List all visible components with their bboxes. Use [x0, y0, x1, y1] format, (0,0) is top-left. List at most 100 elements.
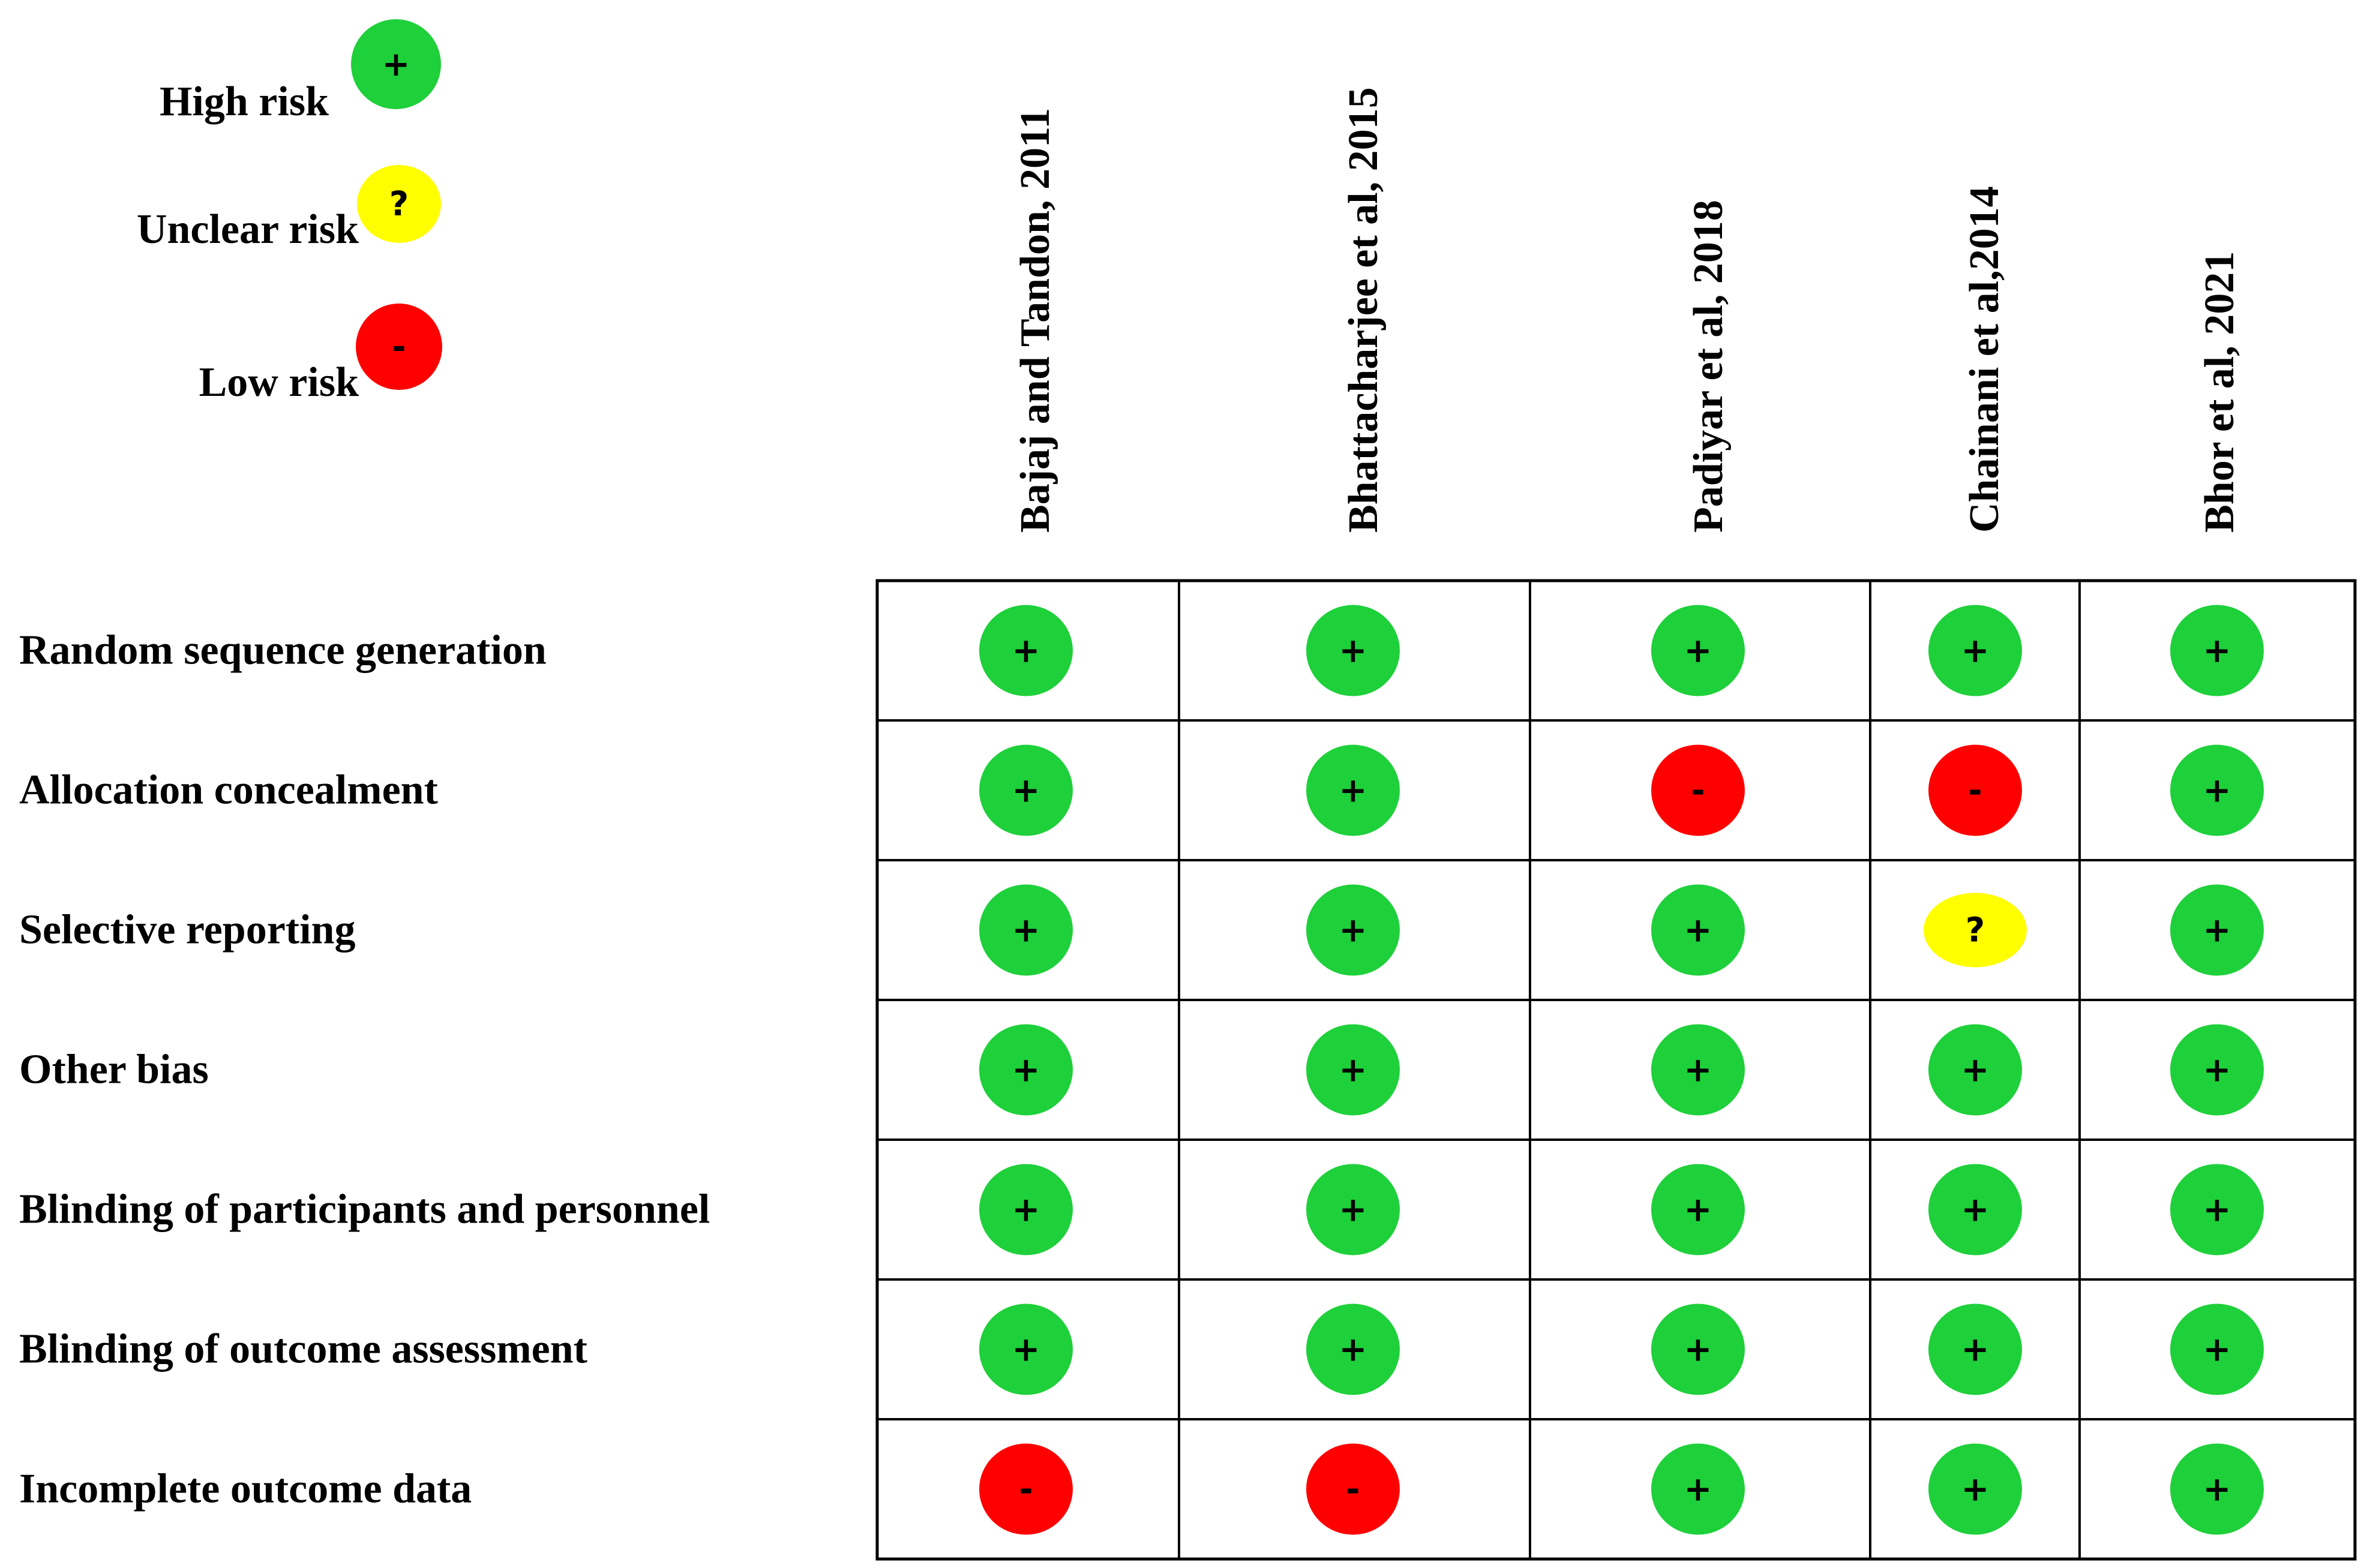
cell-mark-high: +	[979, 1024, 1073, 1116]
cell-mark-high: +	[1306, 744, 1400, 836]
legend-marker-high	[351, 19, 441, 109]
cell-marker	[1651, 1024, 1745, 1116]
cell-marker	[1651, 1303, 1745, 1395]
legend-symbol-high: +	[382, 45, 410, 84]
cell-mark-high: +	[2170, 1024, 2264, 1116]
legend-marker-low	[356, 304, 442, 390]
cell-marker	[979, 1443, 1073, 1535]
cell-mark-high: +	[1928, 1024, 2022, 1116]
cell-symbol: +	[1684, 1051, 1712, 1090]
cell-mark-high: +	[979, 884, 1073, 976]
cell-mark-high: +	[2170, 1164, 2264, 1255]
cell-marker	[2170, 1164, 2264, 1255]
row-label: Other bias	[19, 1047, 209, 1093]
cell-marker	[979, 884, 1073, 976]
cell-symbol: ?	[1966, 911, 1985, 950]
cell-mark-high: +	[1928, 1303, 2022, 1395]
cell-marker	[1306, 744, 1400, 836]
cell-symbol: +	[2203, 1051, 2231, 1090]
legend-item-low: Low risk-	[199, 304, 442, 405]
cell-marker	[1306, 884, 1400, 976]
cell-mark-high: +	[2170, 1303, 2264, 1395]
cell-symbol: -	[1968, 771, 1982, 810]
cell-symbol: +	[1012, 1191, 1040, 1230]
cell-marker	[979, 605, 1073, 696]
cell-symbol: +	[1961, 1330, 1990, 1369]
cell-symbol: +	[2203, 771, 2231, 810]
cell-symbol: +	[1339, 1051, 1367, 1090]
cell-mark-high: +	[1928, 605, 2022, 696]
column-label: Bhor et al, 2021	[2197, 251, 2243, 533]
cell-marker	[1924, 893, 2027, 968]
grid-border	[875, 579, 2357, 1561]
cell-marker	[2170, 1024, 2264, 1116]
legend: High risk + Unclear risk? Low risk-	[137, 19, 442, 405]
cell-marker	[2170, 1443, 2264, 1535]
legend-label-high: High risk	[160, 79, 329, 125]
cell-marker	[979, 1303, 1073, 1395]
cell-mark-high: +	[1306, 1024, 1400, 1116]
cell-marker	[1651, 1164, 1745, 1255]
row-label: Blinding of outcome assessment	[19, 1326, 587, 1372]
column-label: Bajaj and Tandon, 2011	[1012, 108, 1058, 533]
cell-mark-high: +	[2170, 744, 2264, 836]
cell-marker	[979, 744, 1073, 836]
cell-mark-high: +	[1651, 1303, 1745, 1395]
cell-marker	[1928, 744, 2022, 836]
column-label: Padiyar et al, 2018	[1685, 200, 1732, 533]
cell-symbol: +	[1961, 632, 1990, 671]
cell-symbol: +	[1684, 1191, 1712, 1230]
cell-marker	[1928, 1024, 2022, 1116]
cell-marker	[1306, 1443, 1400, 1535]
cell-symbol: +	[1684, 1330, 1712, 1369]
cell-symbol: +	[1961, 1191, 1990, 1230]
legend-symbol-unclear: ?	[389, 185, 409, 224]
legend-item-high: High risk +	[160, 19, 441, 125]
cell-symbol: +	[1339, 632, 1367, 671]
row-label: Incomplete outcome data	[19, 1466, 472, 1512]
cell-mark-high: +	[1651, 1024, 1745, 1116]
cell-mark-high: +	[979, 1303, 1073, 1395]
row-labels: Random sequence generation Allocation con…	[19, 627, 710, 1512]
legend-symbol-low: -	[392, 328, 406, 367]
cell-mark-high: +	[1928, 1164, 2022, 1255]
legend-label-unclear: Unclear risk	[137, 206, 359, 253]
column-label: Chainani et al,2014	[1961, 186, 2008, 533]
cell-mark-high: +	[1928, 1443, 2022, 1535]
cell-symbol: +	[1339, 771, 1367, 810]
cell-marker	[1651, 605, 1745, 696]
cell-symbol: +	[1339, 1191, 1367, 1230]
cell-mark-high: +	[1306, 605, 1400, 696]
cell-symbol: +	[1012, 1330, 1040, 1369]
cell-marker	[2170, 605, 2264, 696]
cell-marker	[1651, 884, 1745, 976]
cell-symbol: +	[1961, 1051, 1990, 1090]
cell-marker	[2170, 744, 2264, 836]
column-labels: Bajaj and Tandon, 2011 Bhattacharjee et a…	[1012, 87, 2243, 533]
cell-symbol: +	[2203, 632, 2231, 671]
cell-mark-high: +	[1651, 1443, 1745, 1535]
cell-symbol: +	[1684, 1470, 1712, 1509]
cell-symbol: +	[2203, 911, 2231, 950]
legend-marker-unclear	[357, 165, 441, 243]
cell-mark-high: +	[2170, 1443, 2264, 1535]
cell-symbol: +	[1012, 771, 1040, 810]
cell-mark-high: +	[1651, 605, 1745, 696]
cell-symbol: +	[1961, 1470, 1990, 1509]
cell-mark-high: +	[2170, 605, 2264, 696]
cell-symbol: +	[1684, 911, 1712, 950]
cell-symbol: +	[1339, 911, 1367, 950]
cell-symbol: +	[1012, 1051, 1040, 1090]
cell-marker	[1928, 1303, 2022, 1395]
cell-mark-high: +	[1651, 884, 1745, 976]
cell-mark-high: +	[1306, 1303, 1400, 1395]
cell-mark-high: +	[979, 744, 1073, 836]
cell-mark-high: +	[979, 605, 1073, 696]
cell-symbol: -	[1691, 771, 1705, 810]
cell-marker	[1928, 605, 2022, 696]
cell-mark-high: +	[1306, 1164, 1400, 1255]
cell-marker	[979, 1164, 1073, 1255]
cell-marker	[2170, 1303, 2264, 1395]
cell-mark-low: -	[1651, 744, 1745, 836]
cell-mark-low: -	[1306, 1443, 1400, 1535]
